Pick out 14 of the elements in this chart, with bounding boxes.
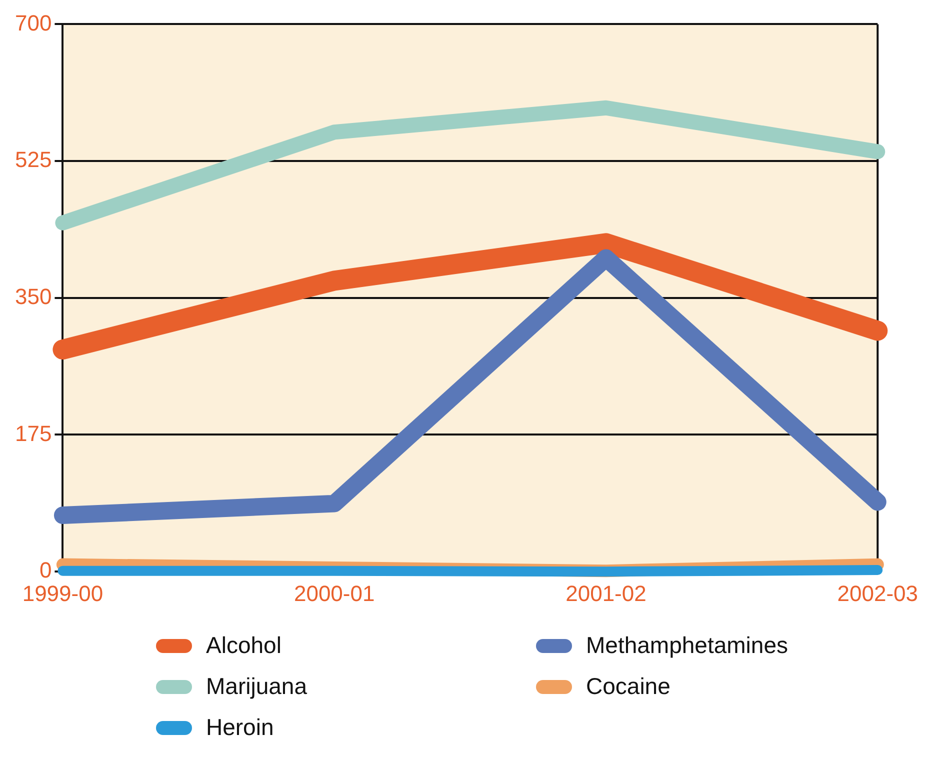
- y-tick-label: 525: [14, 147, 52, 172]
- x-tick-label: 2002-03: [837, 580, 918, 606]
- y-tick-label: 0: [39, 558, 52, 583]
- x-tick-label: 1999-00: [22, 580, 104, 606]
- legend-label: Methamphetamines: [586, 632, 788, 659]
- x-tick-label: 2001-02: [566, 580, 646, 606]
- y-tick-label: 700: [14, 10, 52, 36]
- x-tick-label: 2000-01: [294, 580, 375, 606]
- y-tick-label: 175: [14, 420, 52, 446]
- legend-label: Alcohol: [206, 632, 282, 659]
- y-tick-label: 350: [14, 284, 52, 309]
- legend-label: Cocaine: [586, 673, 670, 700]
- legend-label: Marijuana: [206, 673, 307, 700]
- legend-label: Heroin: [206, 714, 274, 741]
